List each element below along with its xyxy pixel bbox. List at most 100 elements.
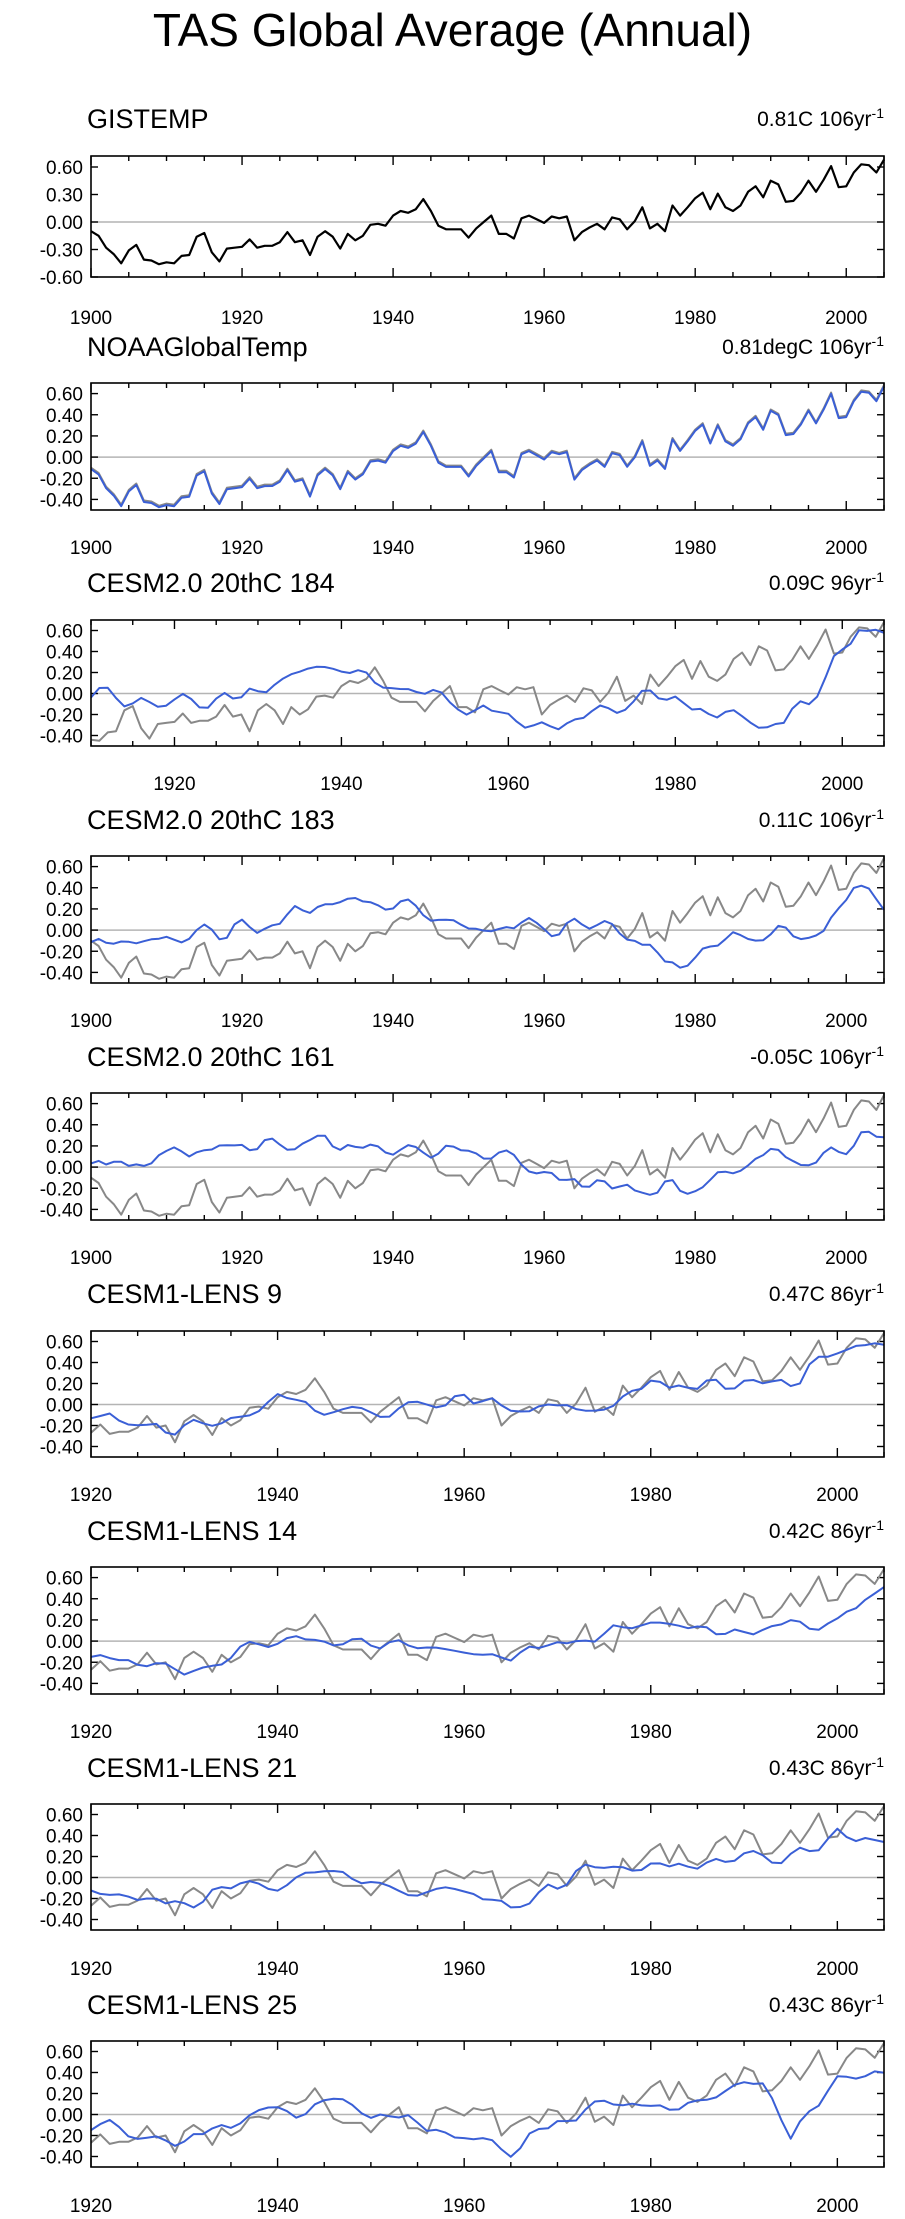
trend-unit: yr	[854, 572, 872, 595]
x-tick-label: 1980	[674, 308, 716, 329]
x-tick-label: 1940	[372, 538, 414, 559]
y-tick-label: -0.60	[40, 268, 83, 289]
series-line-reference	[90, 621, 885, 742]
series-line-model	[90, 1130, 885, 1196]
x-tick-label: 1900	[70, 538, 112, 559]
trend-unit: yr	[854, 1283, 872, 1306]
y-tick-label: -0.40	[40, 1911, 83, 1932]
trend-value: 0.42C 86	[769, 1520, 854, 1543]
trend-label: 0.42C 86yr-1	[769, 1517, 884, 1543]
x-tick-label: 2000	[816, 1959, 858, 1980]
trend-label: 0.43C 86yr-1	[769, 1754, 884, 1780]
trend-exponent: -1	[872, 1043, 885, 1059]
y-tick-label: -0.30	[40, 241, 83, 262]
page-title: TAS Global Average (Annual)	[152, 4, 753, 56]
trend-unit: yr	[854, 336, 872, 359]
x-tick-label: 1940	[372, 308, 414, 329]
trend-label: 0.43C 86yr-1	[769, 1991, 884, 2017]
x-tick-label: 2000	[825, 1248, 867, 1269]
x-tick-label: 1960	[523, 1011, 565, 1032]
x-tick-label: 1980	[674, 1011, 716, 1032]
trend-label: 0.09C 96yr-1	[769, 569, 884, 595]
y-tick-label: 0.60	[46, 1095, 83, 1116]
trend-label: 0.47C 86yr-1	[769, 1280, 884, 1306]
x-tick-label: 1900	[70, 1248, 112, 1269]
y-tick-label: -0.20	[40, 706, 83, 727]
y-tick-label: 0.60	[46, 622, 83, 643]
y-tick-label: 0.60	[46, 1806, 83, 1827]
x-tick-label: 1980	[630, 1485, 672, 1506]
y-tick-label: -0.20	[40, 1417, 83, 1438]
chart-panel-7: CESM1-LENS 14 0.42C 86yr-1-0.40-0.200.000…	[40, 1516, 885, 1743]
y-tick-label: 0.20	[46, 2085, 83, 2106]
y-tick-label: 0.00	[46, 2106, 83, 2127]
x-tick-label: 1980	[674, 1248, 716, 1269]
y-tick-label: 0.60	[46, 158, 83, 179]
y-tick-label: 0.40	[46, 2064, 83, 2085]
chart-panel-3: CESM2.0 20thC 184 0.09C 96yr-1-0.40-0.200…	[40, 568, 885, 795]
trend-value: 0.43C 86	[769, 1994, 854, 2017]
trend-label: 0.11C 106yr-1	[759, 806, 885, 832]
series-line-reference	[90, 1805, 885, 1917]
chart-title: NOAAGlobalTemp	[87, 332, 308, 362]
y-tick-label: 0.60	[46, 2043, 83, 2064]
y-tick-label: -0.20	[40, 1653, 83, 1674]
y-tick-label: -0.40	[40, 490, 83, 511]
trend-exponent: -1	[872, 569, 885, 585]
trend-value: 0.81degC 106	[722, 336, 854, 359]
y-tick-label: -0.40	[40, 727, 83, 748]
series-line-reference	[90, 2042, 885, 2154]
x-tick-label: 1920	[153, 774, 195, 795]
series-line-reference	[90, 1094, 885, 1217]
x-tick-label: 2000	[825, 1011, 867, 1032]
y-tick-label: 0.00	[46, 448, 83, 469]
trend-unit: yr	[854, 1046, 872, 1069]
y-tick-label: -0.20	[40, 1890, 83, 1911]
trend-exponent: -1	[872, 806, 885, 822]
x-tick-label: 1940	[372, 1011, 414, 1032]
y-tick-label: 0.60	[46, 385, 83, 406]
x-tick-label: 1900	[70, 1011, 112, 1032]
trend-exponent: -1	[872, 1280, 885, 1296]
y-tick-label: -0.20	[40, 1179, 83, 1200]
trend-exponent: -1	[872, 1517, 885, 1533]
chart-title: CESM2.0 20thC 161	[87, 1042, 335, 1072]
plot-frame	[90, 1330, 885, 1458]
chart-panel-1: GISTEMP 0.81C 106yr-1 -0.60 -0.30 0.00 0.30 0.…	[40, 104, 885, 329]
series-line-observed	[90, 159, 885, 266]
chart-title: GISTEMP	[87, 104, 209, 134]
trend-value: 0.81C 106	[757, 108, 854, 131]
series-line-model	[90, 1342, 885, 1436]
plot-frame	[90, 1566, 885, 1695]
x-tick-label: 1960	[523, 308, 565, 329]
y-tick-label: 0.20	[46, 900, 83, 921]
chart-title: CESM1-LENS 14	[87, 1516, 297, 1546]
trend-label: 0.81C 106yr-1	[757, 105, 884, 131]
x-tick-label: 1960	[487, 774, 529, 795]
y-tick-label: 0.40	[46, 879, 83, 900]
y-tick-label: 0.40	[46, 1827, 83, 1848]
x-tick-label: 1960	[443, 1485, 485, 1506]
y-tick-label: -0.20	[40, 469, 83, 490]
chart-panel-8: CESM1-LENS 21 0.43C 86yr-1-0.40-0.200.000…	[40, 1753, 885, 1980]
chart-panel-9: CESM1-LENS 25 0.43C 86yr-1-0.40-0.200.000…	[40, 1990, 885, 2217]
x-tick-label: 1980	[630, 2196, 672, 2217]
x-tick-label: 1940	[256, 2196, 298, 2217]
y-tick-label: 0.00	[46, 921, 83, 942]
y-tick-label: 0.00	[46, 1158, 83, 1179]
series-line-model	[90, 628, 885, 731]
y-tick-label: 0.00	[46, 1632, 83, 1653]
chart-panel-2: NOAAGlobalTemp 0.81degC 106yr-1 -0.40-0.20…	[40, 332, 885, 559]
plot-frame	[90, 382, 885, 511]
trend-exponent: -1	[872, 1991, 885, 2007]
x-tick-label: 2000	[825, 308, 867, 329]
chart-title: CESM1-LENS 21	[87, 1753, 297, 1783]
plot-frame	[90, 155, 885, 278]
x-tick-label: 1960	[443, 1722, 485, 1743]
y-tick-label: -0.40	[40, 1438, 83, 1459]
y-tick-label: -0.20	[40, 2127, 83, 2148]
x-tick-label: 1920	[221, 1011, 263, 1032]
trend-exponent: -1	[872, 1754, 885, 1770]
y-tick-label: 0.60	[46, 1569, 83, 1590]
